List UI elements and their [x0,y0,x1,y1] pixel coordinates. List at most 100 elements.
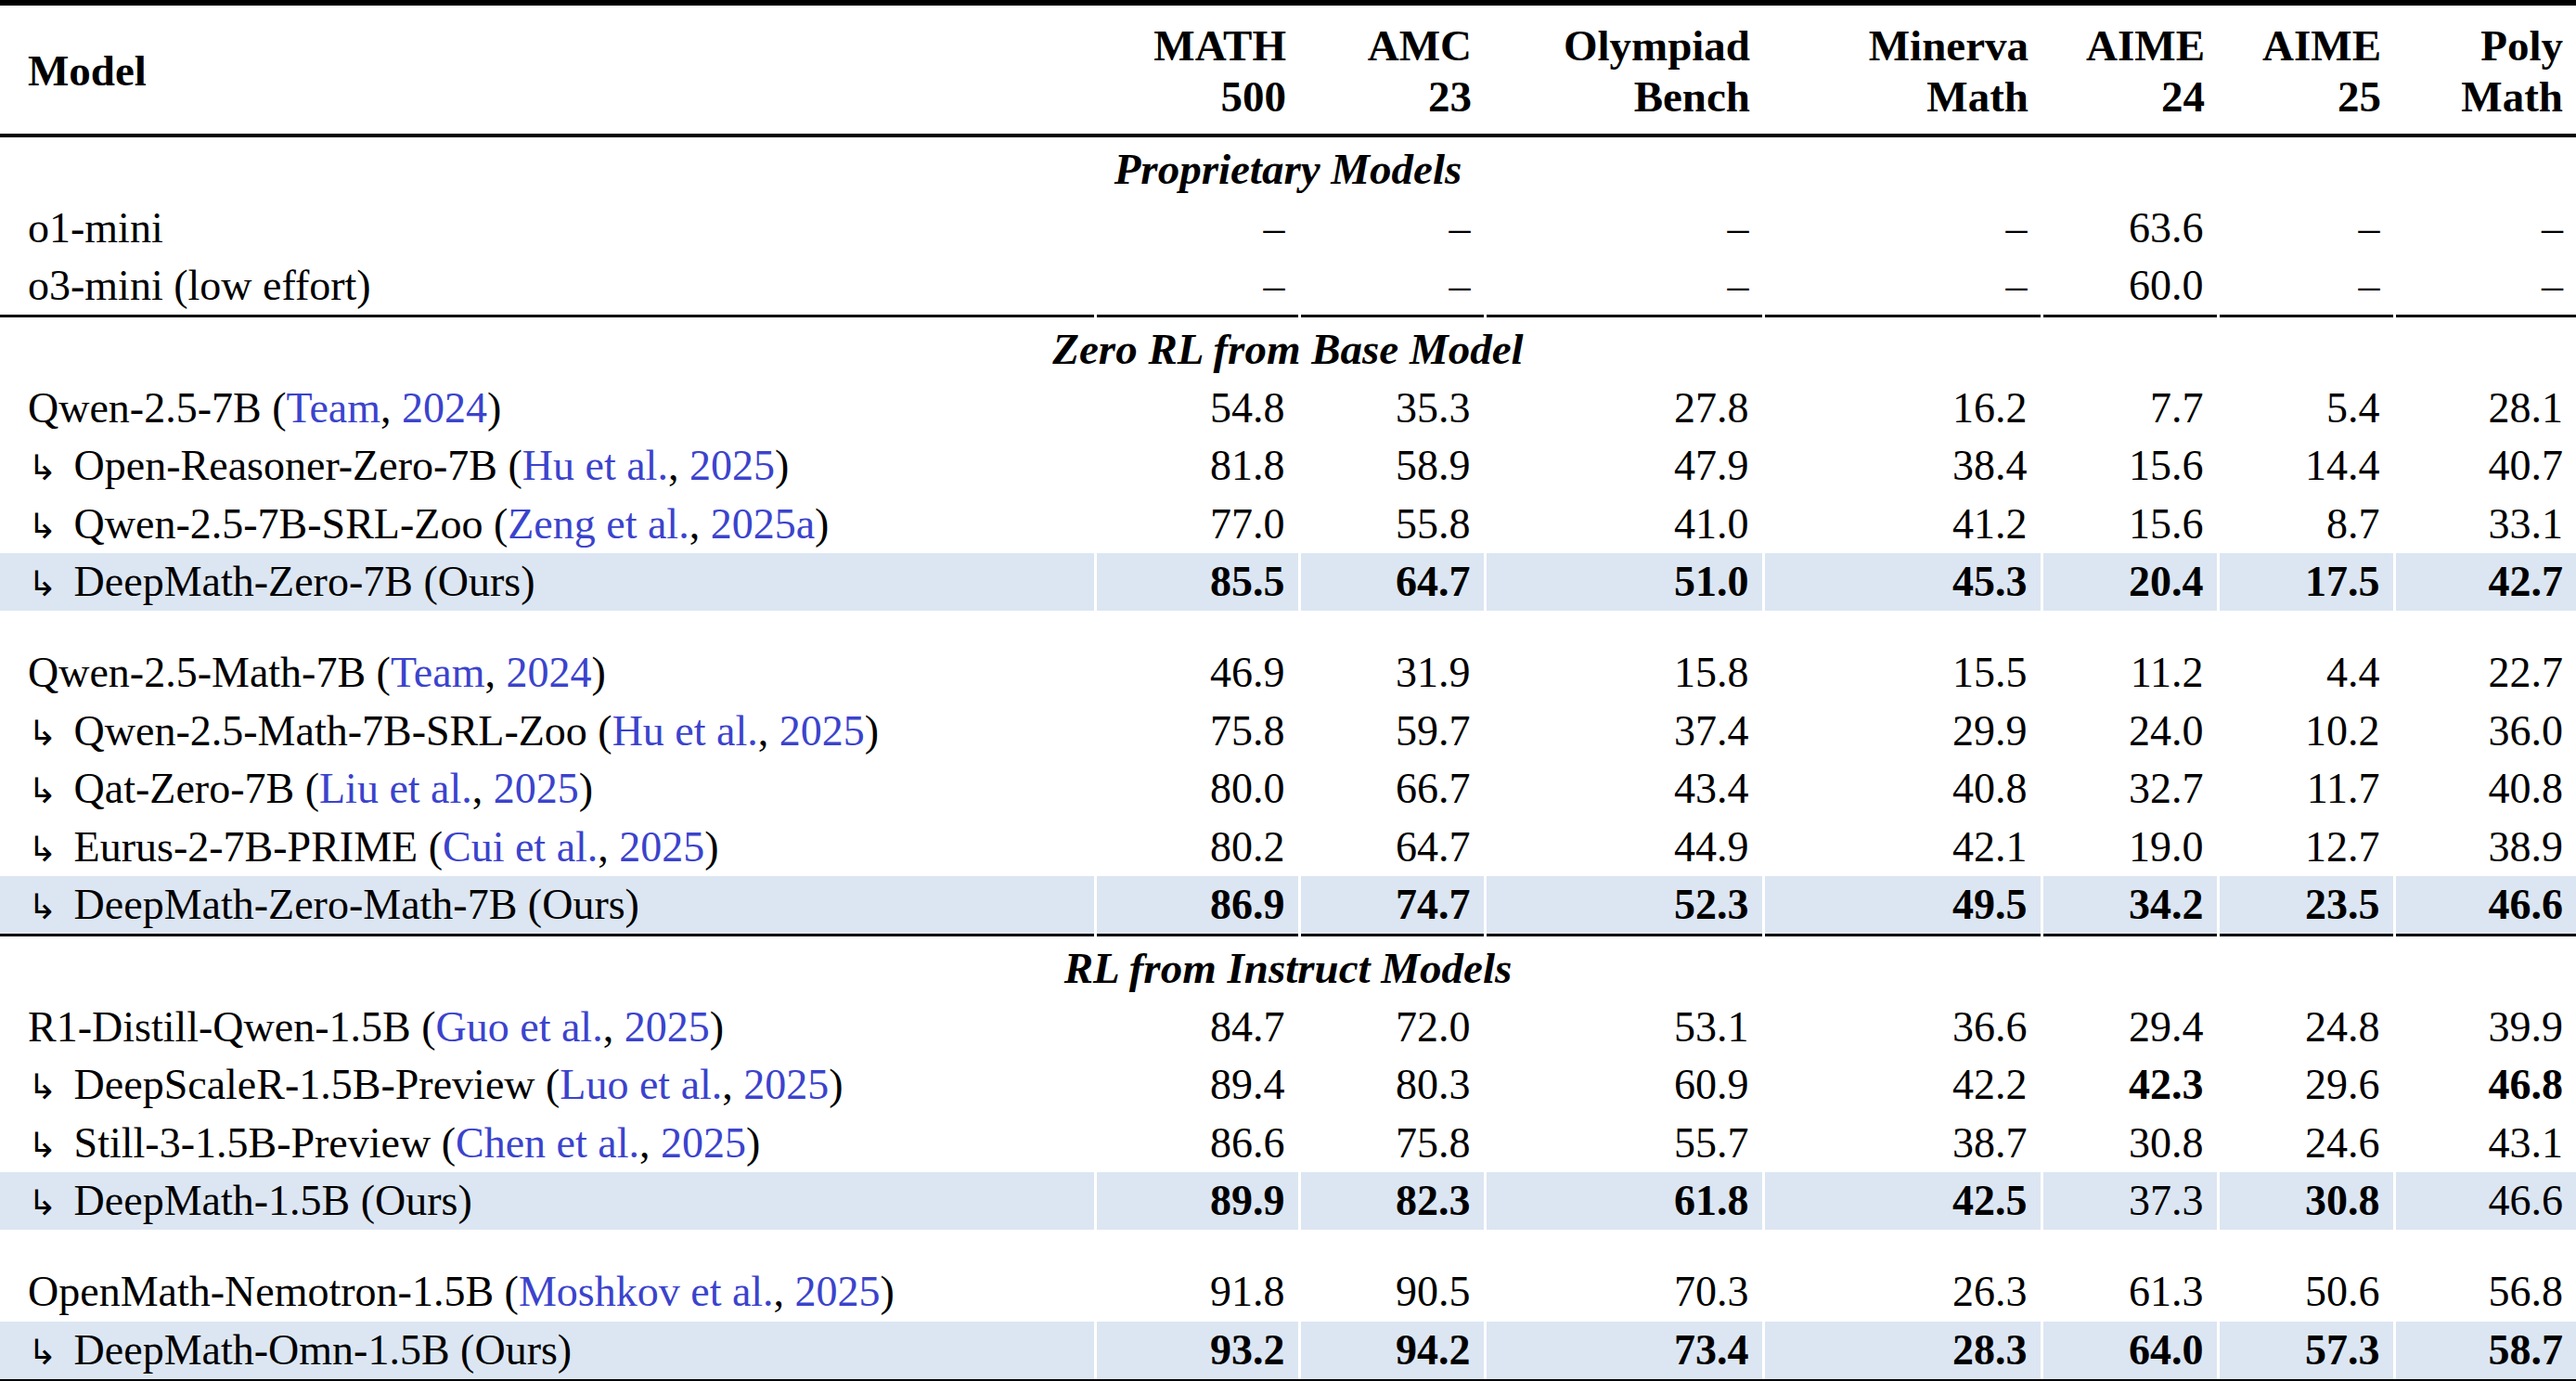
citation-year-link[interactable]: 2025 [494,765,579,812]
column-header-line1: AIME [2086,21,2205,70]
citation-year-link[interactable]: 2025 [619,823,704,871]
citation-open-paren: ( [431,1119,456,1167]
score-cell: 16.2 [1763,380,2041,437]
indent-arrow-icon: ↳ [28,447,74,488]
score-cell: 23.5 [2218,876,2394,936]
citation-author-link[interactable]: Guo et al. [436,1003,603,1051]
column-header-label: Model [28,46,147,95]
citation-year-link[interactable]: 2025 [743,1061,829,1108]
score-cell: 35.3 [1299,380,1485,437]
score-cell: 85.5 [1095,553,1299,611]
score-cell: 77.0 [1095,496,1299,553]
score-cell: 41.2 [1763,496,2041,553]
score-cell: – [1485,200,1763,257]
citation-author-link[interactable]: Chen et al. [456,1119,639,1167]
score-cell: 36.0 [2394,703,2576,760]
column-header-line1: Poly [2480,21,2563,70]
column-header-line2: 25 [2338,72,2381,121]
score-cell: 61.3 [2041,1263,2218,1321]
model-name: Qwen-2.5-Math-7B [28,649,366,696]
table-row: ↳ Qwen-2.5-7B-SRL-Zoo (Zeng et al., 2025… [0,496,2576,553]
column-header-line2: 24 [2161,72,2205,121]
score-cell: 89.4 [1095,1056,1299,1114]
citation-author-link[interactable]: Team [287,384,381,432]
score-cell: 80.3 [1299,1056,1485,1114]
score-cell: 46.8 [2394,1056,2576,1114]
table-row: ↳ DeepMath-Zero-Math-7B (Ours)86.974.752… [0,876,2576,936]
citation-year-link[interactable]: 2025 [625,1003,710,1051]
citation-open-paren: ( [494,1268,519,1315]
score-cell: 38.7 [1763,1115,2041,1172]
score-cell: – [2394,257,2576,316]
indent-arrow-icon: ↳ [28,1125,74,1166]
table-body: Proprietary Modelso1-mini––––63.6––o3-mi… [0,136,2576,1381]
score-cell: 12.7 [2218,819,2394,876]
score-cell: 29.6 [2218,1056,2394,1114]
score-cell: 49.5 [1763,876,2041,936]
score-cell: 45.3 [1763,553,2041,611]
indent-arrow-icon: ↳ [28,1066,74,1107]
citation-close-paren: ) [881,1268,895,1315]
score-cell: 89.9 [1095,1172,1299,1230]
citation-year-link[interactable]: 2025a [711,500,815,548]
score-cell: 75.8 [1299,1115,1485,1172]
citation-close-paren: ) [591,649,605,696]
score-cell: – [1095,257,1299,316]
score-cell: 54.8 [1095,380,1299,437]
citation-open-paren: ( [366,649,391,696]
citation-year-link[interactable]: 2025 [795,1268,881,1315]
citation-author-link[interactable]: Team [391,649,485,696]
citation-author-link[interactable]: Luo et al. [560,1061,722,1108]
citation-author-link[interactable]: Zeng et al. [508,500,689,548]
table-row: ↳ Eurus-2-7B-PRIME (Cui et al., 2025)80.… [0,819,2576,876]
column-header-olympiad-bench: Olympiad Bench [1485,3,1763,136]
score-cell: 29.9 [1763,703,2041,760]
score-cell: 40.7 [2394,437,2576,495]
citation-year-link[interactable]: 2024 [402,384,487,432]
column-header-line2: Math [2461,72,2563,121]
table-row: ↳ Qwen-2.5-Math-7B-SRL-Zoo (Hu et al., 2… [0,703,2576,760]
score-cell: 80.2 [1095,819,1299,876]
citation-year-link[interactable]: 2025 [661,1119,746,1167]
score-cell: 42.7 [2394,553,2576,611]
column-header-line2: Math [1926,72,2029,121]
column-header-line2: 500 [1221,72,1287,121]
score-cell: 15.6 [2041,496,2218,553]
citation-author-link[interactable]: Hu et al. [522,442,668,489]
score-cell: – [1763,200,2041,257]
citation-year-link[interactable]: 2025 [779,707,865,755]
table-row: ↳ DeepMath-Omn-1.5B (Ours)93.294.273.428… [0,1322,2576,1381]
score-cell: 42.1 [1763,819,2041,876]
model-cell: ↳ Still-3-1.5B-Preview (Chen et al., 202… [0,1115,1095,1172]
section-title: Zero RL from Base Model [0,316,2576,380]
table-row: ↳ DeepMath-1.5B (Ours)89.982.361.842.537… [0,1172,2576,1230]
citation-year-link[interactable]: 2024 [506,649,591,696]
score-cell: 43.1 [2394,1115,2576,1172]
score-cell: 52.3 [1485,876,1763,936]
score-cell: 57.3 [2218,1322,2394,1381]
column-header-aime25: AIME 25 [2218,3,2394,136]
citation-comma: , [484,649,506,696]
column-header-line2: Bench [1634,72,1750,121]
citation-author-link[interactable]: Cui et al. [443,823,598,871]
ours-label: (Ours) [517,881,639,928]
citation-author-link[interactable]: Moshkov et al. [519,1268,774,1315]
score-cell: 66.7 [1299,760,1485,818]
model-name: Eurus-2-7B-PRIME [74,823,419,871]
citation-author-link[interactable]: Liu et al. [319,765,472,812]
group-gap [0,1230,2576,1263]
score-cell: 93.2 [1095,1322,1299,1381]
citation-close-paren: ) [579,765,593,812]
section-header-row: Zero RL from Base Model [0,316,2576,380]
score-cell: 24.6 [2218,1115,2394,1172]
score-cell: 30.8 [2218,1172,2394,1230]
column-header-line1: AIME [2262,21,2381,70]
model-cell: ↳ DeepMath-1.5B (Ours) [0,1172,1095,1230]
citation-year-link[interactable]: 2025 [689,442,775,489]
model-cell: o3-mini (low effort) [0,257,1095,316]
citation-close-paren: ) [815,500,829,548]
citation-author-link[interactable]: Hu et al. [612,707,758,755]
model-cell: ↳ Open-Reasoner-Zero-7B (Hu et al., 2025… [0,437,1095,495]
citation-close-paren: ) [710,1003,724,1051]
score-cell: 29.4 [2041,999,2218,1056]
